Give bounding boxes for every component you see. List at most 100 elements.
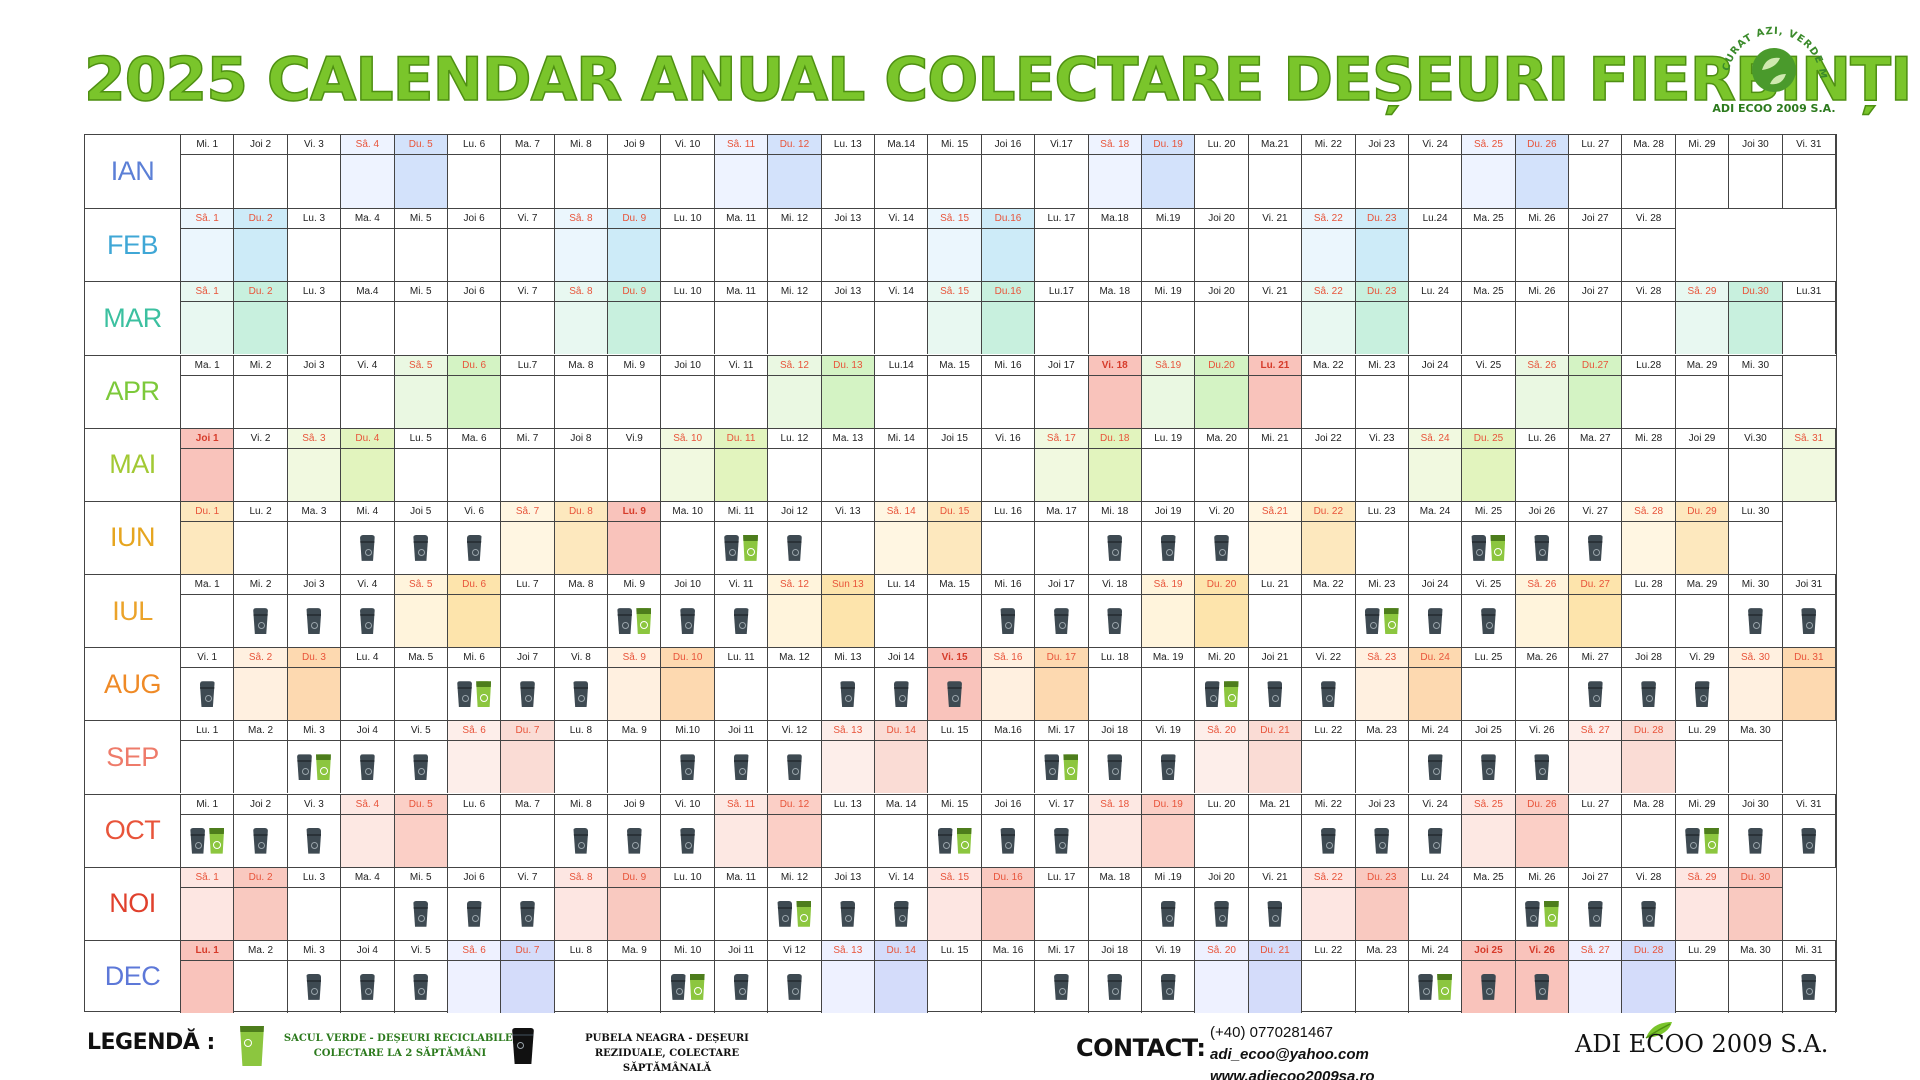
contact-website[interactable]: www.adiecoo2009sa.ro [1210, 1068, 1375, 1080]
day-body [1569, 668, 1621, 720]
day-cell: Lu. 29 [1675, 721, 1730, 794]
day-body [981, 668, 1035, 721]
day-body [555, 155, 607, 208]
day-cell: Lu. 8 [554, 940, 609, 1013]
day-label: Sâ. 11 [714, 135, 768, 155]
day-body [554, 302, 608, 355]
day-cell: Mi. 2 [234, 575, 288, 648]
day-label: Joi 11 [714, 941, 768, 961]
black-bin-icon [413, 754, 429, 781]
day-body [181, 521, 234, 574]
day-cell: Du. 21 [1248, 940, 1303, 1013]
day-label: Lu. 17 [1035, 209, 1088, 230]
day-cell: Mi. 2 [234, 355, 288, 428]
day-cell: Vi. 23 [1355, 428, 1409, 501]
day-label: Du. 20 [1195, 575, 1248, 595]
day-cell: Sâ. 18 [1088, 135, 1142, 209]
day-body [715, 961, 767, 1013]
day-cell: Joi 25 [1462, 721, 1516, 794]
day-cell: Sâ. 26 [1515, 355, 1570, 428]
day-label: Vi. 17 [1035, 795, 1088, 815]
green-bag-icon [1063, 754, 1079, 781]
day-cell: Ma. 28 [1622, 135, 1676, 209]
day-body [1676, 668, 1728, 720]
day-body [1141, 814, 1195, 867]
day-body [395, 888, 447, 940]
day-body [394, 814, 447, 867]
day-cell: Mi. 26 [1515, 867, 1570, 940]
black-bin-icon [1053, 827, 1069, 854]
day-label: Sâ. 27 [1569, 721, 1622, 742]
day-label: Sâ. 6 [447, 940, 501, 961]
day-label: Mi. 6 [447, 648, 501, 669]
day-label: Lu. 22 [1302, 941, 1355, 961]
contact-info: (+40) 0770281467 adi_ecoo@yahoo.com www.… [1210, 1022, 1375, 1080]
day-cell: Du. 6 [447, 355, 502, 428]
month-label: DEC [85, 940, 181, 1013]
day-label: Ma. 18 [1088, 868, 1141, 888]
day-label: Lu.31 [1782, 282, 1835, 303]
day-cell: Vi. 6 [447, 501, 502, 574]
black-bin-icon [733, 973, 749, 1000]
day-cell: Vi. 11 [714, 575, 769, 648]
day-label: Sâ. 15 [928, 282, 981, 303]
day-label: Joi 9 [608, 795, 661, 815]
black-bin-icon [1053, 608, 1069, 635]
day-label: Lu. 26 [1515, 429, 1569, 449]
day-label: Du. 3 [287, 648, 341, 669]
day-body [1729, 887, 1782, 940]
day-body [1195, 595, 1248, 648]
day-body [768, 375, 821, 428]
day-cell: Du.16 [981, 282, 1036, 355]
day-cell: Sâ. 8 [554, 282, 609, 355]
black-bin-icon [786, 973, 802, 1000]
day-body [1249, 229, 1301, 281]
day-body [1302, 961, 1354, 1013]
black-bin-icon [253, 608, 269, 635]
day-body [981, 887, 1035, 940]
day-cell: Vi. 31 [1782, 135, 1836, 209]
day-body [1462, 888, 1514, 940]
month-label: AUG [85, 648, 181, 721]
day-cell: Lu. 15 [928, 721, 982, 794]
day-cell: Ma. 15 [928, 355, 982, 428]
day-cell: Ma. 27 [1569, 428, 1623, 501]
day-body [1302, 741, 1354, 793]
day-label: Lu. 14 [875, 575, 928, 595]
day-label: Ma. 1 [181, 575, 234, 595]
day-cell: Lu. 1 [181, 721, 235, 794]
day-cell: Sâ. 26 [1515, 575, 1570, 648]
day-body [1089, 595, 1141, 647]
day-label: Ma. 18 [1088, 282, 1141, 303]
contact-email[interactable]: adi_ecoo@yahoo.com [1210, 1046, 1369, 1063]
day-label: Lu. 27 [1569, 135, 1622, 155]
day-label: Mi. 30 [1729, 356, 1782, 376]
day-body [181, 155, 233, 208]
day-body [288, 888, 340, 940]
day-label: Vi. 26 [1515, 940, 1569, 961]
day-label: Ma. 29 [1675, 356, 1729, 376]
day-label: Du. 26 [1515, 794, 1569, 815]
page-title: 2025 CALENDAR ANUAL COLECTARE DEȘEURI FI… [83, 44, 1913, 116]
day-label: Du.20 [1195, 355, 1248, 376]
day-body [1142, 888, 1194, 940]
day-cell: Vi. 27 [1569, 501, 1623, 574]
day-cell: Du. 3 [287, 648, 342, 721]
day-cell: Ma. 5 [394, 648, 448, 721]
day-label: Lu. 11 [714, 648, 768, 669]
day-body [181, 741, 233, 793]
day-body [448, 449, 500, 501]
day-label: Vi. 20 [1195, 502, 1248, 522]
day-cell: Mi. 26 [1515, 209, 1570, 282]
day-body [234, 155, 286, 208]
day-cell: Mi. 17 [1035, 940, 1089, 1013]
day-body [447, 375, 501, 428]
day-body [501, 815, 553, 867]
day-label: Ma. 9 [608, 941, 661, 961]
day-label: Lu. 29 [1675, 941, 1729, 961]
day-cell: Ma. 19 [1141, 648, 1196, 721]
green-bag-icon [1383, 608, 1399, 635]
day-body [1142, 668, 1194, 720]
day-body [1248, 521, 1302, 574]
day-body [395, 522, 447, 574]
